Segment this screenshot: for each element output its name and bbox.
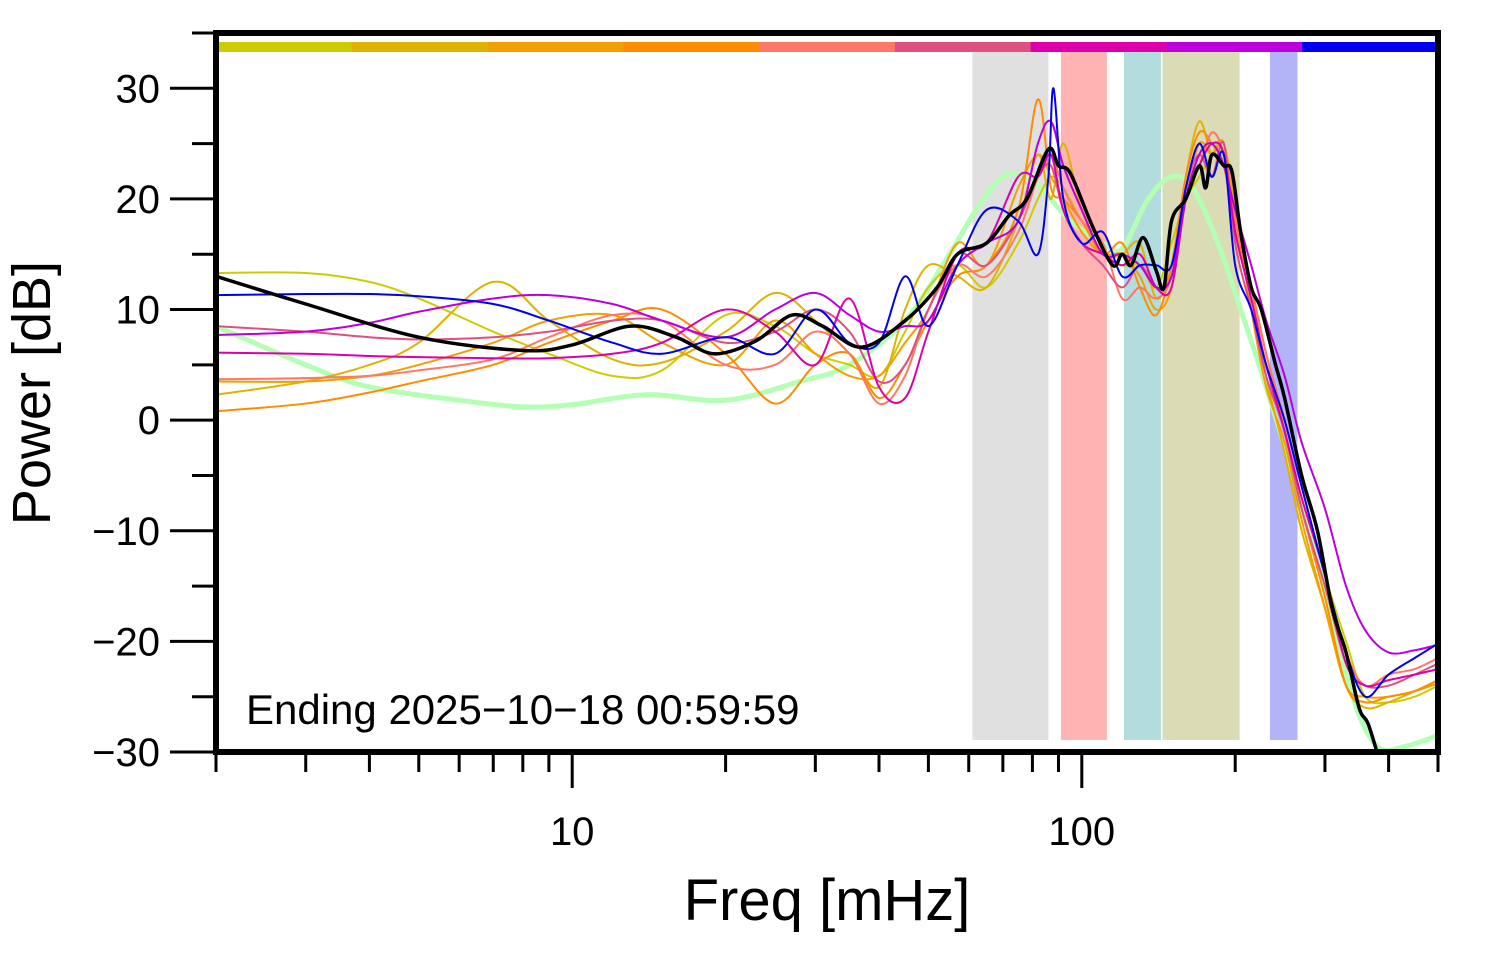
series-line-5 xyxy=(216,131,1438,688)
series-line-8 xyxy=(216,119,1438,655)
y-tick-label: −10 xyxy=(92,510,160,554)
band-2 xyxy=(1123,52,1161,740)
time-color-bar xyxy=(216,42,1439,52)
reference-line xyxy=(216,171,1438,752)
series-line-6 xyxy=(216,140,1438,689)
color-bar-segment xyxy=(1166,42,1303,52)
y-tick-label: −20 xyxy=(92,620,160,664)
y-axis: 30 20 10 0 −10 −20 −30 xyxy=(92,31,216,775)
x-tick-label: 10 xyxy=(550,810,595,854)
color-bar-segment xyxy=(351,42,489,52)
y-tick-label: 30 xyxy=(116,67,161,111)
plot-frame xyxy=(213,30,1441,755)
color-bar-segment xyxy=(623,42,760,52)
color-bar-segment xyxy=(894,42,1032,52)
y-axis-label: Power [dB] xyxy=(2,261,62,525)
frequency-bands xyxy=(972,52,1298,740)
x-axis: 10 100 xyxy=(214,752,1440,854)
series-line-7 xyxy=(216,141,1438,688)
color-bar-segment xyxy=(1302,42,1439,52)
band-0 xyxy=(972,52,1049,740)
band-1 xyxy=(1060,52,1107,740)
y-tick-label: 20 xyxy=(116,178,161,222)
y-tick-label: 0 xyxy=(138,399,160,443)
color-bar-segment xyxy=(1030,42,1167,52)
y-tick-label: 10 xyxy=(116,289,161,333)
y-tick-label: −30 xyxy=(92,731,160,775)
spectrum-lines xyxy=(216,87,1438,752)
color-bar-segment xyxy=(759,42,896,52)
color-bar-segment xyxy=(487,42,624,52)
x-axis-label: Freq [mHz] xyxy=(684,868,971,933)
series-line-4 xyxy=(216,98,1438,704)
annotation-ending-time: Ending 2025−10−18 00:59:59 xyxy=(246,686,800,733)
series-line-3 xyxy=(216,140,1438,699)
color-bar-segment xyxy=(216,42,353,52)
series-line-1 xyxy=(216,138,1438,705)
series-line-2 xyxy=(216,120,1438,710)
mean-line xyxy=(216,146,1379,752)
x-tick-label: 100 xyxy=(1048,810,1115,854)
